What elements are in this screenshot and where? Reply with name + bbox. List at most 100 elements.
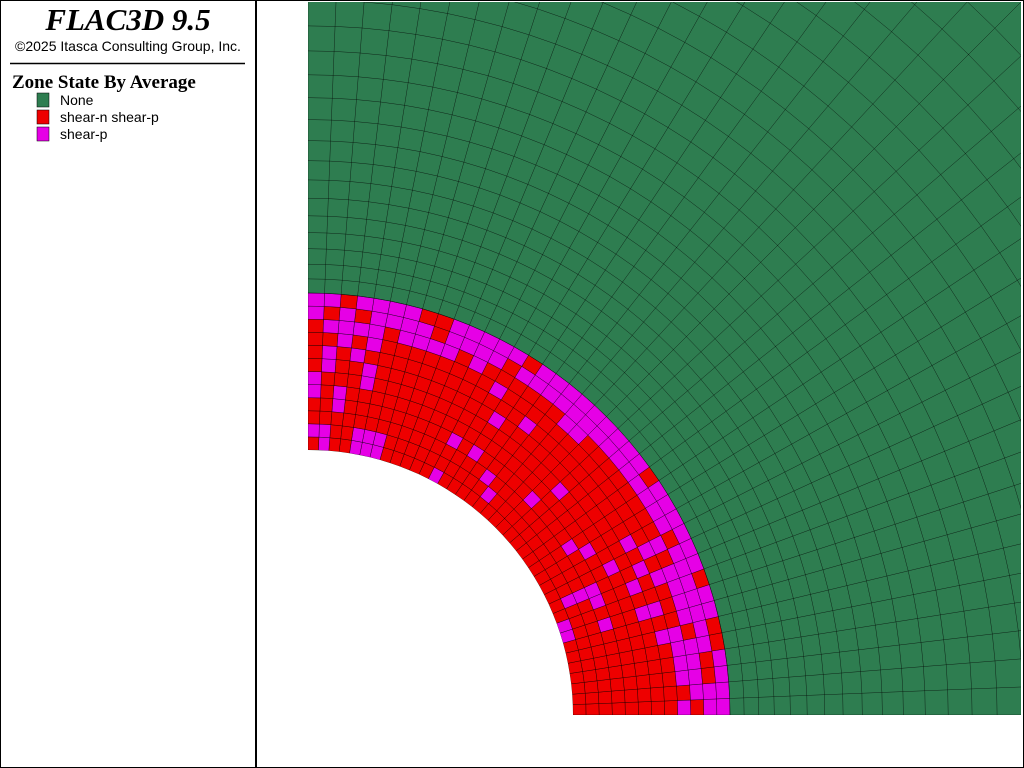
zone-cell — [338, 438, 352, 454]
legend-swatch — [36, 92, 50, 108]
mesh-radial — [703, 451, 1021, 570]
zone-cell — [318, 423, 331, 438]
zone-cell — [685, 652, 702, 671]
mesh-radial — [676, 315, 1021, 509]
mesh-radial — [606, 2, 1021, 417]
zone-cell — [703, 698, 718, 715]
zone-cell — [328, 437, 341, 452]
zone-cell — [322, 332, 339, 347]
mesh-radial — [617, 55, 1021, 429]
zone-cell — [351, 427, 366, 443]
zone-cell — [354, 308, 373, 325]
zone-cell — [308, 371, 322, 385]
zone-cell — [571, 682, 586, 695]
legend-label: shear-p — [60, 126, 108, 142]
zone-cell — [337, 320, 355, 336]
zone-cell — [320, 371, 336, 386]
mesh-radial — [724, 601, 1021, 650]
zone-cell — [308, 384, 322, 399]
zone-cell — [320, 384, 335, 399]
zone-cell — [638, 701, 652, 715]
zone-cell — [318, 436, 330, 451]
mesh-radial — [422, 2, 510, 309]
zone-cell — [637, 687, 652, 703]
zone-cell — [598, 702, 613, 715]
legend-swatch — [36, 109, 50, 125]
zone-cell — [343, 399, 358, 415]
zone-cell — [715, 681, 730, 700]
zone-cell — [713, 665, 729, 684]
zone-cell — [648, 672, 664, 689]
zone-cell — [624, 688, 639, 703]
zone-cell — [323, 306, 341, 321]
zone-cell — [702, 682, 717, 700]
zone-cell — [644, 645, 661, 662]
mesh-radial — [728, 658, 1021, 683]
zone-cell — [622, 676, 638, 691]
zone-cell — [584, 680, 599, 694]
mesh-radial — [714, 513, 1021, 601]
zone-cell — [334, 359, 351, 375]
zone-cell — [308, 410, 321, 425]
zone-cell — [595, 667, 611, 681]
zone-cell — [631, 647, 648, 664]
zone-cell — [340, 425, 354, 441]
zone-cell — [700, 666, 716, 685]
zone-cell — [308, 345, 323, 359]
zone-cell — [308, 305, 325, 320]
mesh-radial — [649, 196, 1021, 468]
zone-cell — [664, 700, 678, 715]
zone-cell — [651, 700, 665, 715]
zone-cell — [635, 674, 651, 690]
zone-cell — [338, 307, 357, 323]
legend-swatch — [36, 126, 50, 142]
zone-cell — [676, 684, 691, 701]
zone-cell — [596, 679, 612, 693]
zone-cell — [357, 388, 373, 405]
zone-cell — [569, 671, 585, 685]
zone-cell — [689, 683, 704, 701]
copyright: ©2025 Itasca Consulting Group, Inc. — [15, 38, 241, 54]
zone-cell — [345, 386, 360, 402]
zone-cell — [363, 349, 381, 366]
zone-cell — [308, 319, 324, 333]
zone-cell — [711, 648, 728, 668]
mesh-radial — [453, 2, 572, 320]
zone-cell — [321, 358, 337, 373]
zone-cell — [333, 372, 349, 388]
zone-cell — [308, 397, 321, 412]
mesh-radial — [718, 543, 1021, 617]
plot-area — [308, 2, 1021, 715]
mesh-radial — [594, 2, 968, 406]
zone-cell — [331, 398, 346, 414]
legend-title: Zone State By Average — [12, 72, 196, 93]
zone-cell — [672, 654, 689, 672]
mesh-radial — [658, 238, 1021, 481]
zone-cell — [308, 332, 324, 346]
zone-cell — [585, 703, 600, 715]
mesh-radial — [569, 2, 871, 384]
mesh-radial — [390, 2, 451, 302]
zone-cell — [663, 685, 678, 702]
zone-cell — [335, 346, 352, 362]
zone-cell — [308, 436, 320, 451]
mesh-radial — [697, 419, 1021, 554]
zone-cell — [661, 671, 677, 688]
mesh-radial — [340, 2, 365, 295]
mesh-radial — [499, 2, 672, 340]
mesh-radial — [727, 630, 1021, 666]
zone-cell — [308, 423, 320, 438]
zone-cell — [319, 397, 334, 412]
zone-cell — [353, 414, 368, 430]
zone-cell — [359, 375, 376, 392]
mesh-radial — [721, 572, 1021, 633]
zone-cell — [339, 294, 358, 310]
legend-label: shear-n shear-p — [60, 109, 159, 125]
zone-cell — [674, 669, 690, 687]
zone-cell — [336, 333, 354, 349]
mesh-radial — [406, 2, 480, 305]
app-title: FLAC3D 9.5 — [44, 2, 210, 37]
mesh-radial — [373, 2, 422, 299]
